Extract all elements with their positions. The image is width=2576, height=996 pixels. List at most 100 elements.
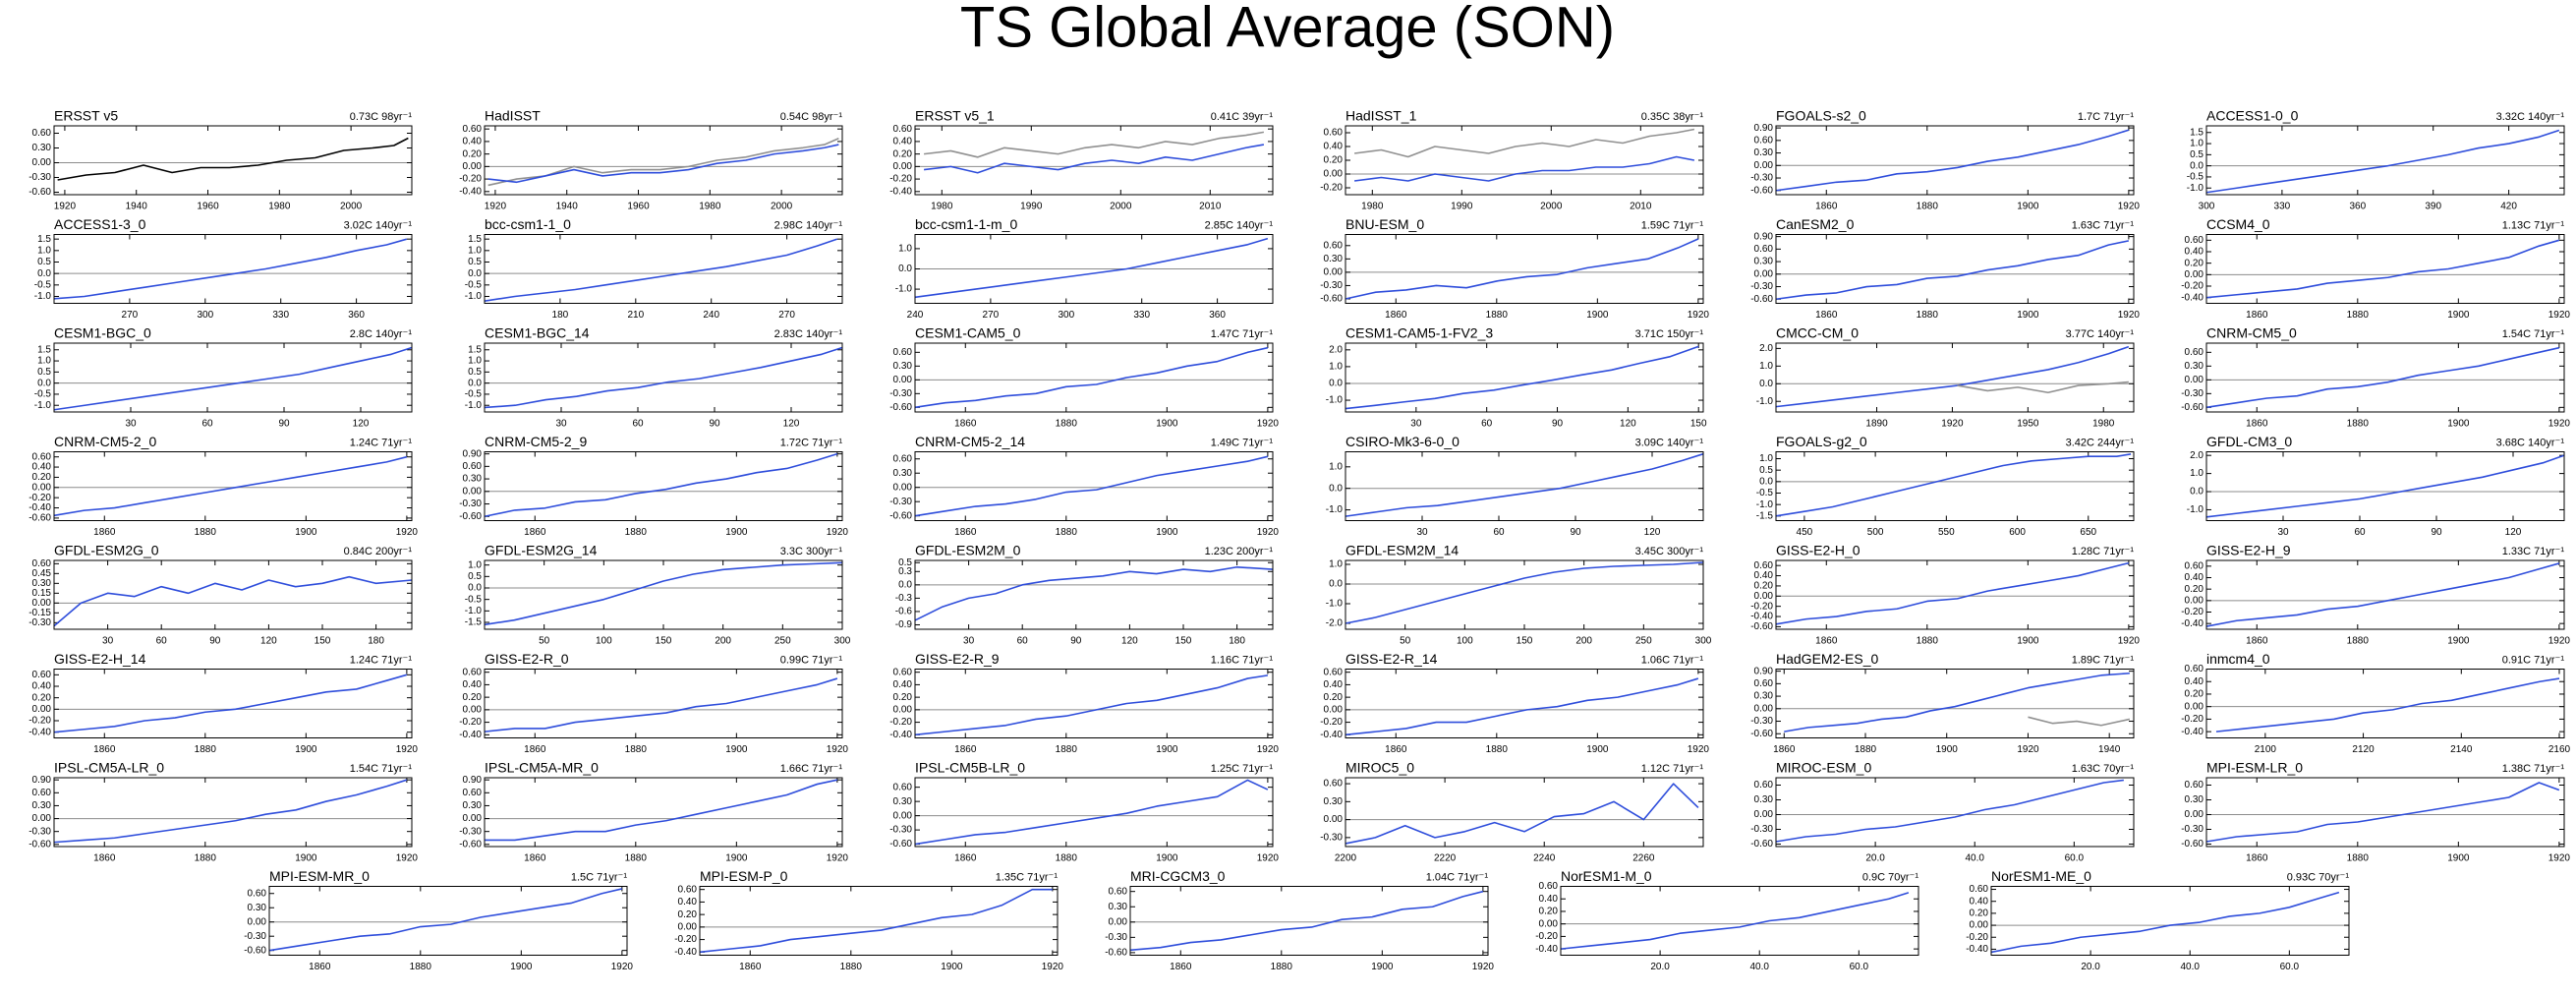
trend-annotation: 1.06C 71yr⁻¹ <box>1641 654 1704 666</box>
x-tick-label: 1940 <box>2098 744 2121 755</box>
data-line <box>914 346 1269 409</box>
trend-annotation: 0.99C 71yr⁻¹ <box>780 654 843 666</box>
plot-frame <box>53 234 413 304</box>
trend-annotation: 0.35C 38yr⁻¹ <box>1641 111 1704 123</box>
y-tick-label: 0.60 <box>1539 881 1559 892</box>
x-tick-label: 120 <box>260 636 277 647</box>
data-line <box>1560 892 1910 950</box>
y-tick-label: -0.20 <box>2181 281 2204 292</box>
y-tick-label: -1.0 <box>895 284 913 295</box>
y-tick-label: 0.60 <box>32 128 52 139</box>
plot-frame <box>268 886 628 956</box>
y-tick-label: -0.40 <box>459 186 482 197</box>
x-tick-label: 1920 <box>827 744 849 755</box>
x-tick-label: 250 <box>1635 636 1652 647</box>
y-tick-label: 0.60 <box>463 667 483 677</box>
y-tick-label: 0.90 <box>1754 231 1774 242</box>
y-tick-label: -0.5 <box>465 279 483 290</box>
y-tick-label: -1.0 <box>1756 499 1774 510</box>
trend-annotation: 3.42C 244yr⁻¹ <box>2066 437 2135 448</box>
x-tick-label: 1860 <box>1773 744 1796 755</box>
y-tick-label: 0.30 <box>1754 257 1774 267</box>
y-tick-label: 0.20 <box>463 692 483 703</box>
data-line <box>1775 240 2130 301</box>
y-tick-label: 0.60 <box>1324 667 1344 677</box>
y-tick-label: -0.60 <box>2181 402 2204 413</box>
trend-annotation: 0.41C 39yr⁻¹ <box>1211 111 1274 123</box>
x-tick-label: 1920 <box>2118 636 2141 647</box>
x-tick-label: 1880 <box>2347 636 2370 647</box>
x-tick-label: 1880 <box>195 527 217 538</box>
trend-annotation: 3.68C 140yr⁻¹ <box>2496 437 2565 448</box>
x-tick-label: 30 <box>963 636 975 647</box>
x-tick-label: 2120 <box>2352 744 2375 755</box>
x-tick-label: 1880 <box>625 853 648 864</box>
plot-frame <box>1345 669 1704 738</box>
x-tick-label: 30 <box>1416 527 1428 538</box>
data-line <box>924 144 1265 174</box>
y-tick-label: 0.00 <box>248 916 267 927</box>
x-tick-label: 60 <box>156 636 168 647</box>
y-tick-label: -0.60 <box>244 945 266 956</box>
y-tick-label: 0.00 <box>1324 169 1344 180</box>
y-tick-label: 0.60 <box>893 453 913 464</box>
data-line <box>1345 238 1699 300</box>
y-tick-label: 0.40 <box>463 137 483 147</box>
x-tick-label: 2000 <box>1110 202 1132 212</box>
x-tick-label: 1920 <box>1941 419 1964 430</box>
y-tick-label: 0.60 <box>1754 244 1774 255</box>
x-tick-label: 1900 <box>725 527 748 538</box>
y-tick-label: 0.90 <box>463 448 483 459</box>
x-tick-label: 180 <box>552 310 569 321</box>
plot-frame <box>1129 886 1489 956</box>
panel-title: MIROC-ESM_0 <box>1776 760 1871 776</box>
panel-title: NorESM1-M_0 <box>1561 868 1652 884</box>
x-tick-label: 120 <box>1644 527 1661 538</box>
y-tick-label: 0.30 <box>1324 796 1344 807</box>
x-tick-label: 2160 <box>2548 744 2571 755</box>
x-tick-label: 120 <box>353 419 370 430</box>
y-tick-label: 1.0 <box>37 245 51 256</box>
x-tick-label: 2000 <box>771 202 793 212</box>
data-line <box>914 455 1269 517</box>
y-tick-label: 0.00 <box>2185 269 2204 280</box>
data-line <box>484 561 843 626</box>
y-tick-label: 1.0 <box>468 245 482 256</box>
x-tick-label: 1980 <box>1361 202 1384 212</box>
y-tick-label: 0.20 <box>463 148 483 159</box>
y-tick-label: 0.00 <box>2185 595 2204 606</box>
y-tick-label: 0.0 <box>468 583 482 594</box>
x-tick-label: 1920 <box>396 853 419 864</box>
x-tick-label: 1880 <box>625 527 648 538</box>
x-tick-label: 1940 <box>556 202 579 212</box>
y-tick-label: 0.90 <box>32 775 52 786</box>
y-tick-label: 2.0 <box>1759 343 1773 354</box>
y-tick-label: -0.40 <box>889 730 912 740</box>
x-tick-label: 30 <box>1410 419 1422 430</box>
panel-title: CCSM4_0 <box>2206 216 2270 232</box>
y-tick-label: -1.0 <box>465 291 483 302</box>
x-tick-label: 2240 <box>1533 853 1556 864</box>
y-tick-label: -0.60 <box>1750 621 1773 632</box>
data-line <box>1353 128 1695 158</box>
y-tick-label: 0.40 <box>2185 572 2204 583</box>
y-tick-label: 0.00 <box>1324 814 1344 825</box>
y-tick-label: 0.30 <box>463 474 483 485</box>
x-tick-label: 90 <box>2431 527 2442 538</box>
y-tick-label: 0.30 <box>893 468 913 479</box>
data-line <box>1990 891 2340 954</box>
trend-annotation: 1.66C 71yr⁻¹ <box>780 763 843 775</box>
panel-title: GFDL-ESM2M_14 <box>1345 543 1459 558</box>
x-tick-label: 60 <box>1493 527 1505 538</box>
y-tick-label: 1.5 <box>468 344 482 355</box>
plot-frame <box>914 559 1274 630</box>
x-tick-label: 1900 <box>1586 744 1609 755</box>
y-tick-label: -2.0 <box>1326 618 1344 629</box>
y-tick-label: -0.5 <box>465 389 483 400</box>
x-tick-label: 40.0 <box>1965 853 1984 864</box>
x-tick-label: 390 <box>2425 202 2441 212</box>
trend-annotation: 3.32C 140yr⁻¹ <box>2496 111 2565 123</box>
plot-frame <box>1345 777 1704 848</box>
y-tick-label: -0.30 <box>1105 932 1127 943</box>
y-tick-label: 0.00 <box>32 157 52 168</box>
